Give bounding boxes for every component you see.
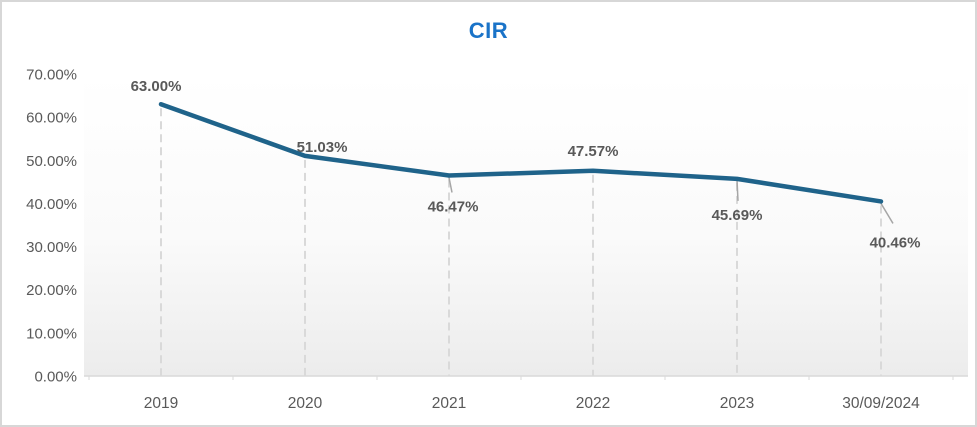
x-axis-tick-label: 30/09/2024 (842, 395, 920, 412)
x-axis-tick-label: 2021 (432, 395, 466, 412)
label-leader-line (736, 179, 739, 201)
x-axis-tick-label: 2019 (144, 395, 178, 412)
y-axis-tick-label: 0.00% (34, 369, 77, 386)
data-point-label: 40.46% (870, 234, 921, 251)
y-axis-tick-label: 10.00% (26, 325, 77, 342)
data-point-label: 63.00% (131, 78, 182, 95)
label-leader-line (448, 177, 453, 193)
y-axis-tick-label: 60.00% (26, 110, 77, 127)
x-axis-tick-label: 2022 (576, 395, 610, 412)
y-axis-tick-label: 20.00% (26, 282, 77, 299)
data-point-label: 46.47% (428, 199, 479, 216)
data-point-label: 51.03% (297, 139, 348, 156)
plot-area (84, 74, 968, 376)
y-axis-tick-label: 30.00% (26, 239, 77, 256)
y-axis-tick-label: 70.00% (26, 67, 77, 84)
data-point-label: 47.57% (568, 143, 619, 160)
data-point-label: 45.69% (712, 207, 763, 224)
y-axis-tick-label: 50.00% (26, 153, 77, 170)
chart-title: CIR (468, 18, 509, 43)
label-leader-line (880, 203, 894, 224)
cir-series-line (158, 101, 884, 204)
y-axis-tick-label: 40.00% (26, 196, 77, 213)
x-axis-tick-label: 2023 (720, 395, 754, 412)
x-axis-tick-label: 2020 (288, 395, 323, 412)
